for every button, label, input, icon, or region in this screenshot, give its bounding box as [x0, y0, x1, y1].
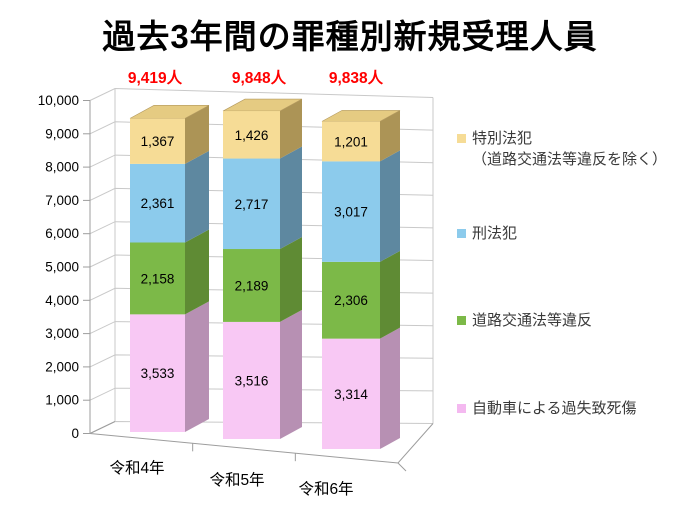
bar-side-face: [185, 301, 209, 432]
bar-value-label: 3,533: [141, 366, 175, 381]
y-axis-tick-label: 3,000: [45, 326, 79, 341]
legend-label-vehicular-negligence: 自動車による過失致死傷: [472, 400, 637, 417]
legend-item-vehicular-negligence: 自動車による過失致死傷: [457, 398, 637, 419]
legend-label-special-law-note: （道路交通法等違反を除く）: [472, 151, 668, 168]
bar-value-label: 1,426: [235, 128, 269, 143]
y-axis-tick-label: 5,000: [45, 260, 79, 275]
legend-item-special-law: 特別法犯 （道路交通法等違反を除く）: [457, 128, 667, 170]
bar-segment: [322, 261, 380, 339]
bar-side-face: [280, 237, 302, 322]
bar-side-face: [380, 250, 400, 339]
x-axis-category-label: 令和4年: [109, 459, 164, 477]
chart-title: 過去3年間の罪種別新規受理人員: [102, 18, 598, 55]
legend: 特別法犯 （道路交通法等違反を除く） 刑法犯 道路交通法等違反 自動車による過失…: [457, 0, 697, 525]
y-axis-tick-label: 0: [71, 426, 79, 441]
bar-segment: [223, 158, 280, 250]
bar-value-label: 3,017: [334, 205, 368, 220]
y-axis-tick-label: 8,000: [45, 160, 79, 175]
legend-swatch-special-law-icon: [457, 134, 466, 143]
bar-side-face: [280, 309, 302, 439]
legend-swatch-road-traffic-icon: [457, 316, 466, 325]
bar-segment: [130, 242, 185, 315]
bar-side-face: [280, 99, 302, 159]
legend-item-penal-code: 刑法犯: [457, 223, 517, 244]
legend-item-road-traffic: 道路交通法等違反: [457, 310, 592, 331]
bar-segment: [322, 161, 380, 262]
bar-value-label: 2,361: [141, 196, 175, 211]
gridline: [89, 87, 434, 101]
legend-swatch-vehicular-negligence-icon: [457, 404, 466, 413]
bar-value-label: 3,516: [235, 373, 269, 388]
y-axis-tick-label: 10,000: [38, 93, 79, 108]
bar-value-label: 2,158: [141, 271, 175, 286]
bar-segment: [130, 118, 185, 164]
legend-label-special-law: 特別法犯: [472, 130, 533, 147]
bar-segment: [322, 121, 380, 162]
y-axis-tick-label: 2,000: [45, 359, 79, 374]
bar-value-label: 1,367: [141, 134, 175, 149]
bar-total-label: 9,848人: [232, 69, 287, 87]
bar-total-label: 9,838人: [329, 69, 384, 87]
bar-side-face: [280, 146, 302, 250]
legend-swatch-penal-code-icon: [457, 229, 466, 238]
bar-value-label: 3,314: [334, 387, 368, 402]
bar-segment: [223, 321, 280, 439]
y-axis-tick-label: 7,000: [45, 193, 79, 208]
bar-side-face: [380, 110, 400, 162]
bar-segment: [322, 338, 380, 449]
floor-left-edge: [89, 421, 116, 434]
bar-side-face: [185, 229, 209, 315]
x-axis-category-label: 令和6年: [298, 480, 353, 498]
bar-value-label: 2,306: [334, 293, 368, 308]
y-axis-tick-label: 1,000: [45, 393, 79, 408]
bar-side-face: [380, 150, 400, 262]
x-axis-category-label: 令和5年: [209, 471, 264, 489]
bar-value-label: 2,189: [235, 278, 269, 293]
category-axis-end-tick: [397, 462, 407, 472]
bar-segment: [223, 111, 280, 159]
bar-side-face: [185, 105, 209, 164]
bar-segment: [130, 314, 185, 432]
bar-value-label: 1,201: [334, 134, 368, 149]
bar-total-label: 9,419人: [128, 69, 183, 87]
bar-segment: [223, 249, 280, 322]
legend-label-road-traffic: 道路交通法等違反: [472, 312, 593, 329]
bar-segment: [130, 163, 185, 243]
y-axis-tick-label: 9,000: [45, 126, 79, 141]
y-axis-tick-label: 4,000: [45, 293, 79, 308]
bar-value-label: 2,717: [235, 197, 269, 212]
bar-side-face: [380, 327, 400, 449]
legend-label-penal-code: 刑法犯: [472, 225, 518, 242]
bar-side-face: [185, 150, 209, 243]
y-axis-tick-label: 6,000: [45, 226, 79, 241]
